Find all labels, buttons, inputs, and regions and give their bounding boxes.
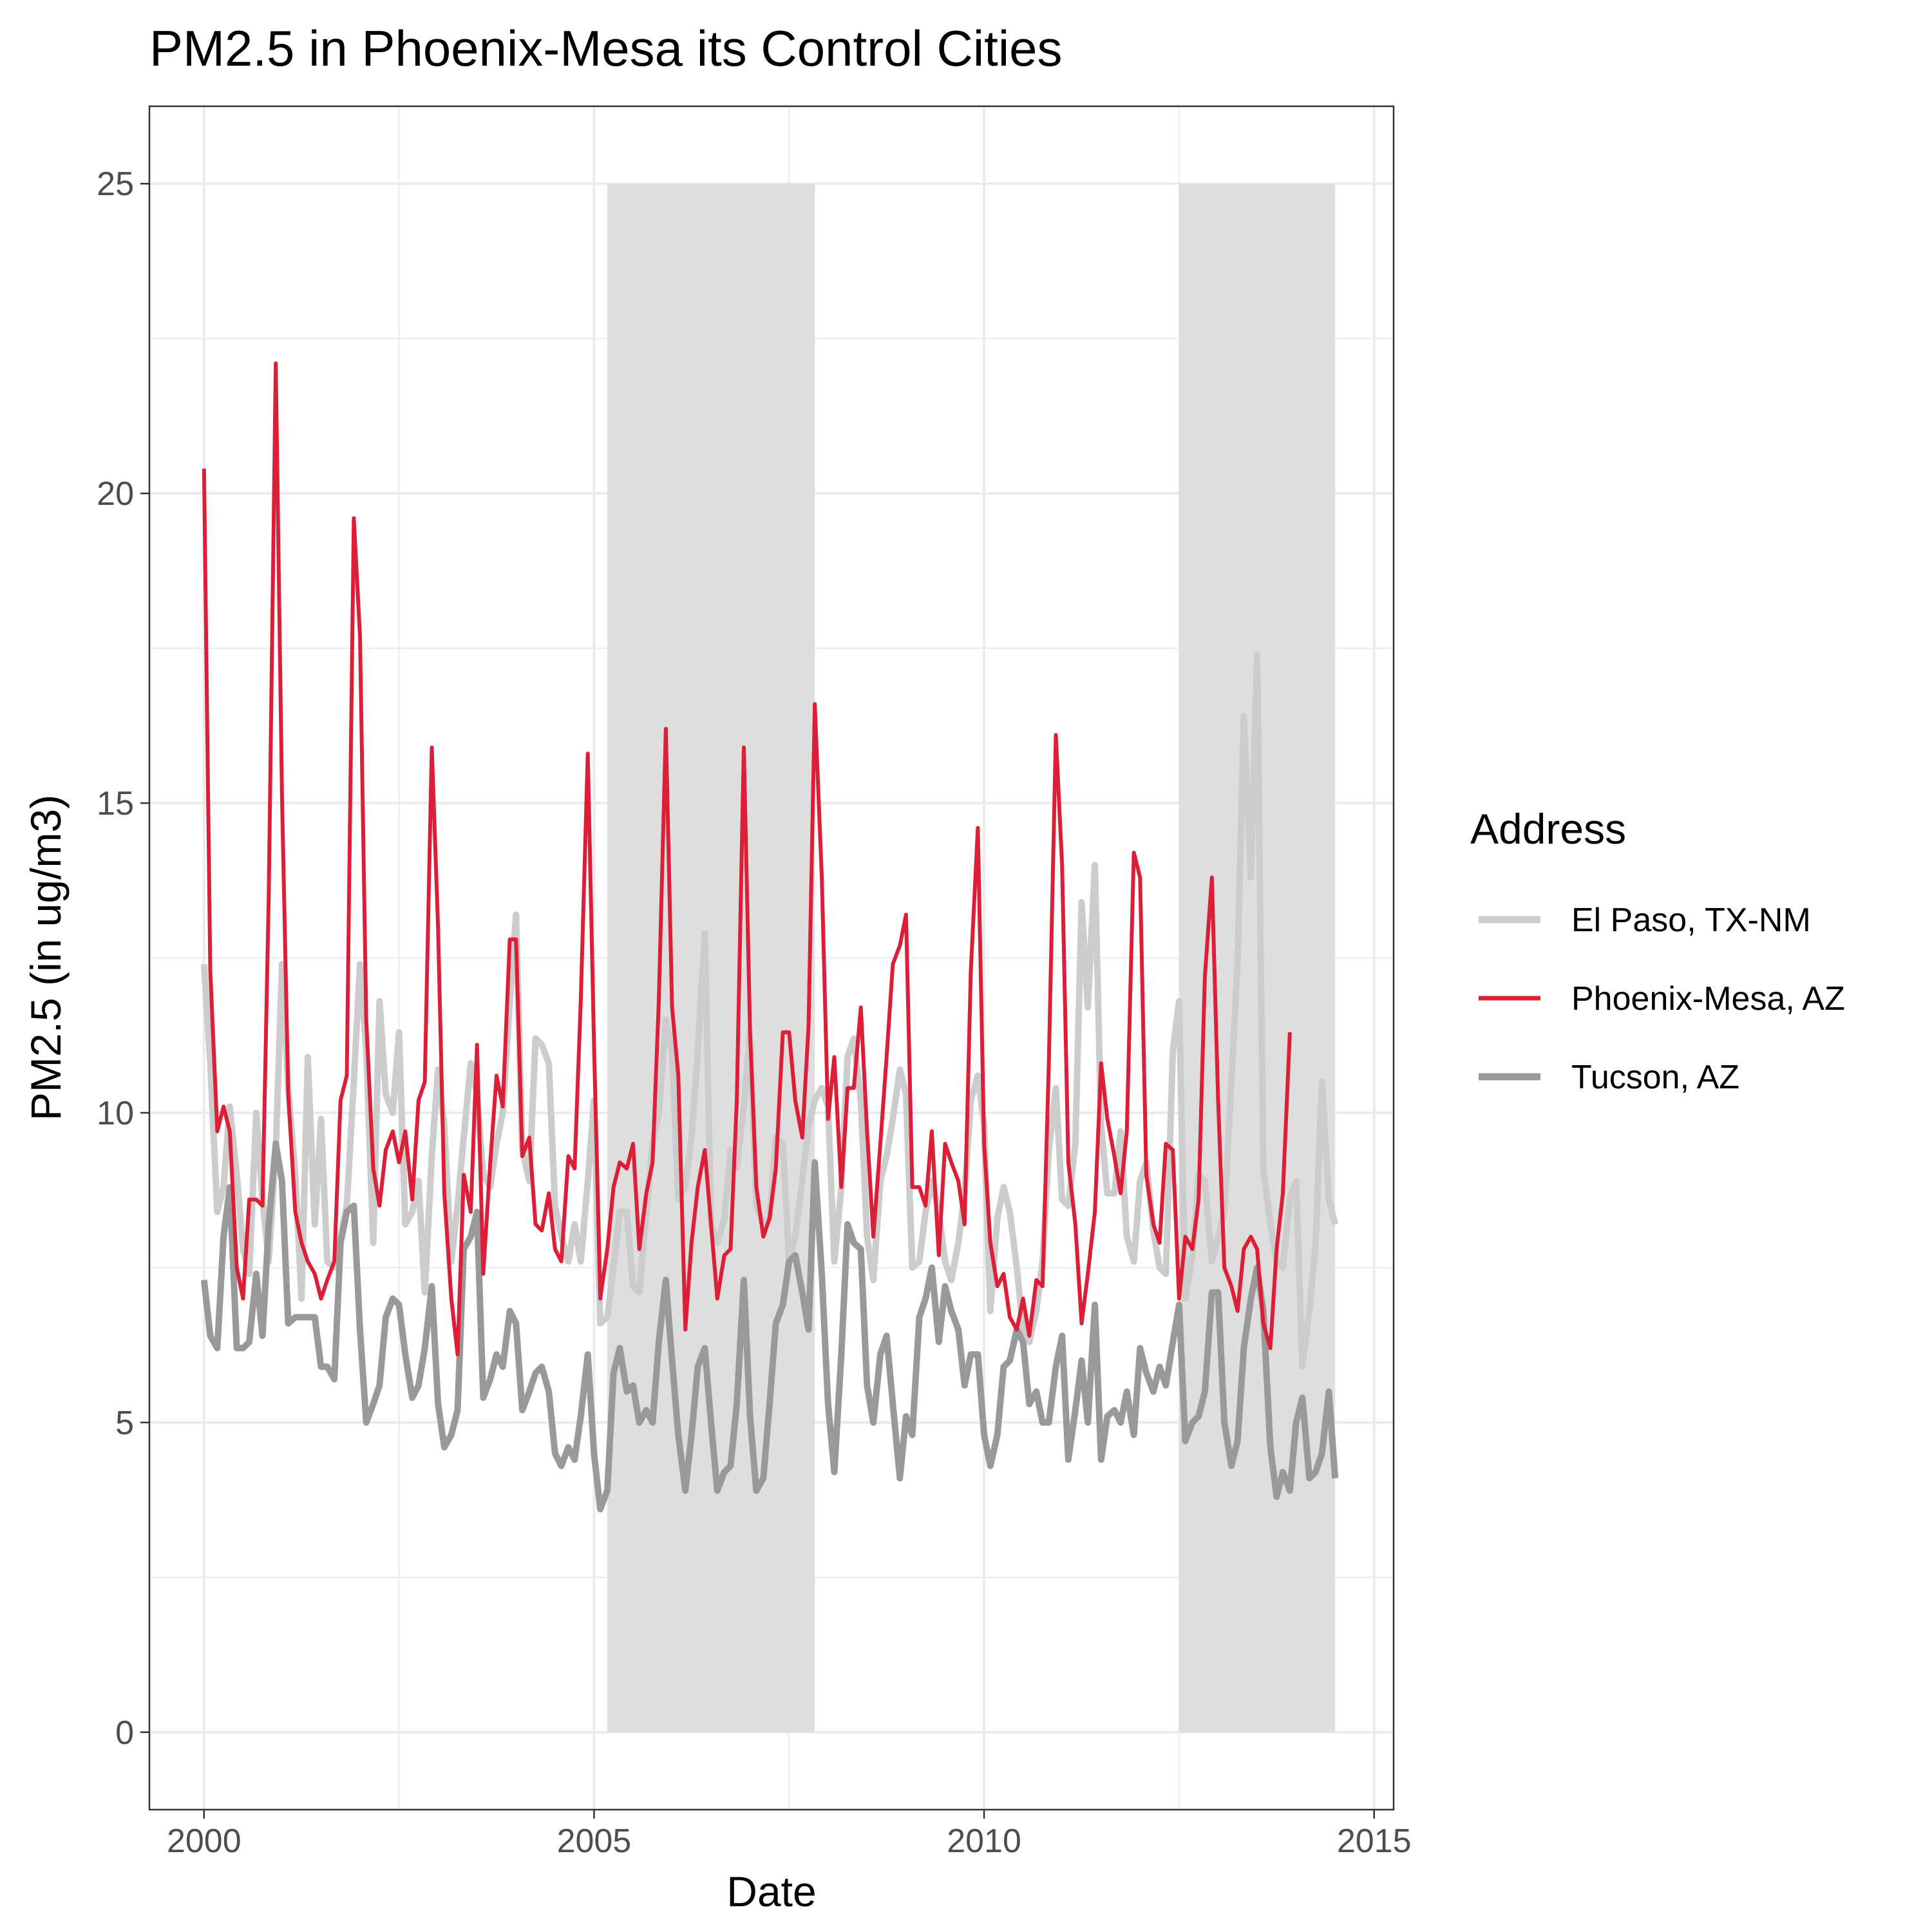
x-axis-title: Date	[726, 1868, 816, 1915]
legend-title: Address	[1470, 805, 1626, 853]
legend-label-tucson-az: Tucson, AZ	[1571, 1059, 1739, 1096]
series-line-tucson-az	[200, 1141, 1339, 1513]
x-tick-label: 2015	[1337, 1823, 1412, 1860]
y-axis-ticks: 0 5 10 15 20 25	[97, 166, 149, 1752]
shaded-period	[1179, 184, 1336, 1732]
y-tick-label: 15	[97, 785, 134, 822]
shaded-period	[607, 184, 815, 1732]
series-line-phoenix-mesa-az	[202, 361, 1292, 1357]
y-tick-label: 10	[97, 1095, 134, 1132]
x-tick-label: 2000	[167, 1823, 242, 1860]
y-axis-title: PM2.5 (in ug/m3)	[22, 795, 70, 1121]
y-tick-label: 25	[97, 166, 134, 203]
x-tick-label: 2005	[557, 1823, 632, 1860]
plot-panel-border	[148, 105, 1395, 1811]
legend-label-el-paso-tx-nm: El Paso, TX-NM	[1571, 902, 1811, 939]
x-tick-label: 2010	[947, 1823, 1021, 1860]
x-axis-ticks: 2000 2005 2010 2015	[167, 1810, 1412, 1860]
y-tick-label: 5	[115, 1405, 134, 1442]
y-tick-label: 0	[115, 1714, 134, 1752]
legend: Address El Paso, TX-NM Phoenix-Mesa, AZ Tu…	[1470, 805, 1845, 1096]
chart-title: PM2.5 in Phoenix-Mesa its Control Cities	[149, 20, 1063, 77]
series-lines	[200, 361, 1339, 1513]
legend-label-phoenix-mesa-az: Phoenix-Mesa, AZ	[1571, 980, 1845, 1018]
y-tick-label: 20	[97, 475, 134, 513]
